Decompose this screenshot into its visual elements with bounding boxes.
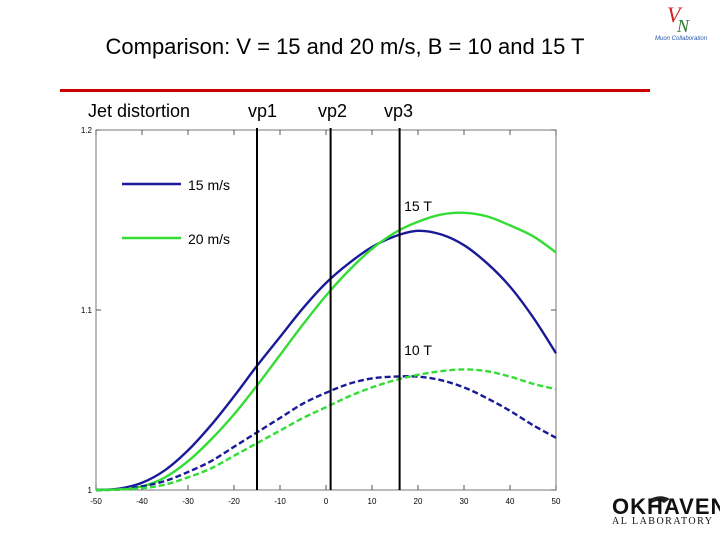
vp1-label: vp1 bbox=[248, 101, 278, 121]
x-tick-label: 0 bbox=[324, 497, 329, 506]
x-tick-label: 10 bbox=[368, 497, 377, 506]
vp2-label: vp2 bbox=[318, 101, 348, 121]
x-tick-label: -40 bbox=[136, 497, 148, 506]
lab-logo-swoosh bbox=[648, 496, 670, 503]
lab-name-line2: AL LABORATORY bbox=[612, 516, 714, 527]
legend-label: 15 m/s bbox=[188, 177, 230, 193]
slide-title: Comparison: V = 15 and 20 m/s, B = 10 an… bbox=[105, 34, 585, 59]
field-annotation: 15 T bbox=[404, 198, 432, 214]
lab-logo bbox=[648, 496, 670, 503]
x-tick-label: 30 bbox=[460, 497, 469, 506]
series-line-15t-20ms bbox=[95, 211, 557, 492]
x-tick-label: -30 bbox=[182, 497, 194, 506]
x-tick-label: 50 bbox=[552, 497, 561, 506]
x-tick-label: -20 bbox=[228, 497, 240, 506]
series-line-10t-15ms bbox=[95, 375, 557, 492]
field-annotation: 10 T bbox=[404, 342, 432, 358]
logo-letter-v: V bbox=[667, 2, 683, 27]
series-line-10t-20ms bbox=[95, 368, 557, 492]
y-tick-label: 1.2 bbox=[81, 126, 93, 135]
x-tick-label: 20 bbox=[414, 497, 423, 506]
x-tick-label: -10 bbox=[274, 497, 286, 506]
y-tick-label: 1.1 bbox=[81, 306, 93, 315]
x-tick-label: -50 bbox=[90, 497, 102, 506]
x-tick-label: 40 bbox=[506, 497, 515, 506]
y-axis-caption: Jet distortion bbox=[88, 101, 191, 121]
legend-label: 20 m/s bbox=[188, 231, 230, 247]
series-line-15t-15ms bbox=[95, 229, 558, 492]
collaboration-logo: V N Muon Collaboration bbox=[655, 2, 708, 42]
y-tick-label: 1 bbox=[88, 486, 93, 495]
title-divider bbox=[60, 89, 650, 92]
logo-caption: Muon Collaboration bbox=[655, 36, 708, 42]
logo-letter-nu: N bbox=[676, 16, 690, 36]
lab-name-line1: OKHAVEN bbox=[612, 494, 720, 519]
vp3-label: vp3 bbox=[384, 101, 414, 121]
